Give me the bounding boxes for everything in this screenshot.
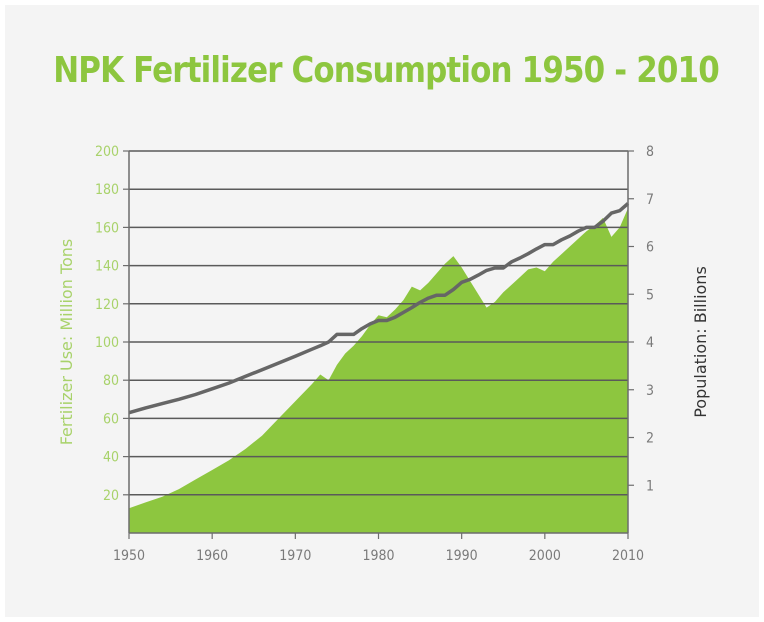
y-left-tick-label-180: 180 xyxy=(95,182,119,198)
y-left-tick-label-100: 100 xyxy=(95,335,119,351)
y-right-tick-label-8: 8 xyxy=(646,144,654,160)
y-right-tick-label-7: 7 xyxy=(646,192,654,208)
x-tick-label-1950: 1950 xyxy=(113,548,145,564)
x-tick-label-1960: 1960 xyxy=(196,548,228,564)
y-right-tick-label-5: 5 xyxy=(646,287,654,303)
y-left-tick-label-120: 120 xyxy=(95,297,119,313)
y-right-tick-label-6: 6 xyxy=(646,240,654,256)
y-left-tick-label-80: 80 xyxy=(103,373,119,389)
y-right-tick-label-3: 3 xyxy=(646,383,654,399)
chart-title: NPK Fertilizer Consumption 1950 - 2010 xyxy=(53,50,720,91)
x-tick-label-2000: 2000 xyxy=(529,548,561,564)
x-tick-label-1990: 1990 xyxy=(446,548,478,564)
y-left-tick-label-20: 20 xyxy=(103,488,119,504)
y-left-tick-label-60: 60 xyxy=(103,411,119,427)
y-right-tick-label-2: 2 xyxy=(646,431,654,447)
y-axis-left-title: Fertilizer Use: Million Tons xyxy=(57,239,76,446)
y-left-tick-label-160: 160 xyxy=(95,220,119,236)
y-axis-right-title: Population: Billions xyxy=(691,266,710,418)
x-tick-label-2010: 2010 xyxy=(612,548,644,564)
fertilizer-area xyxy=(129,208,628,534)
y-left-tick-label-140: 140 xyxy=(95,259,119,275)
x-tick-label-1980: 1980 xyxy=(362,548,394,564)
y-left-tick-label-200: 200 xyxy=(95,144,119,160)
y-left-tick-label-40: 40 xyxy=(103,450,119,466)
y-right-tick-label-4: 4 xyxy=(646,335,654,351)
x-tick-label-1970: 1970 xyxy=(279,548,311,564)
y-right-tick-label-1: 1 xyxy=(646,478,654,494)
population-line xyxy=(128,202,630,415)
